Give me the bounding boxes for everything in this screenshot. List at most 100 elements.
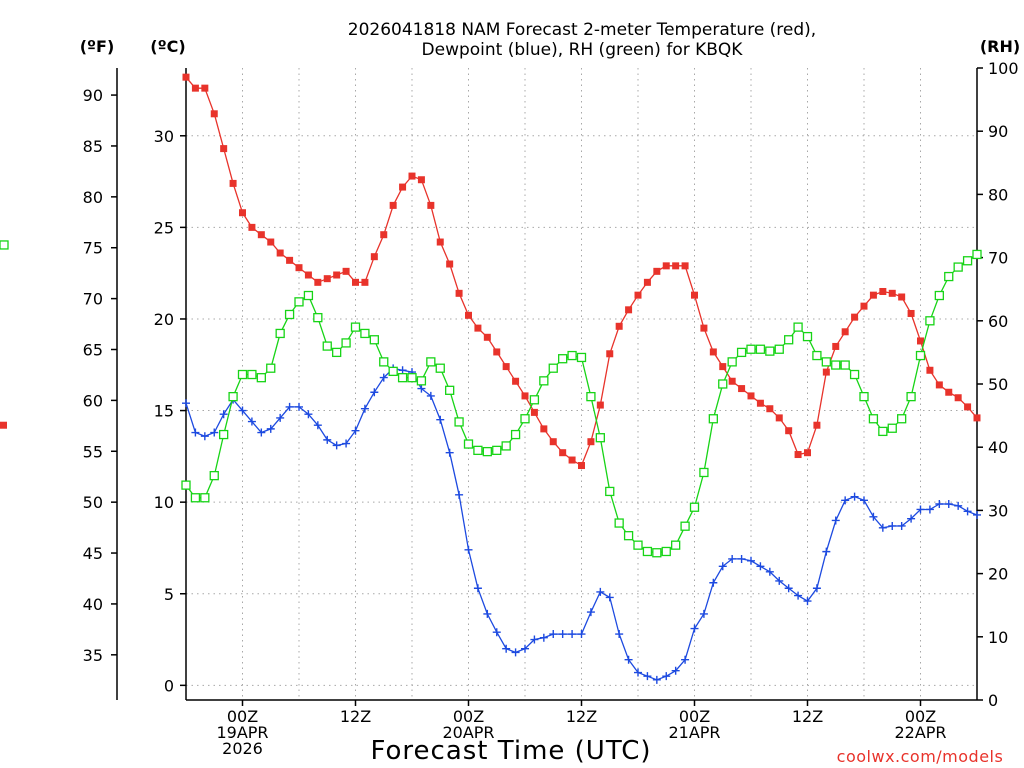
temperature-point: [220, 145, 228, 153]
fahrenheit-tick-label: 80: [83, 188, 103, 207]
dewpoint-point: [191, 428, 200, 437]
rh-point: [972, 249, 982, 260]
rh-point: [868, 414, 879, 424]
dewpoint-point: [850, 492, 859, 501]
rh-point: [200, 493, 210, 503]
rh-tick-label: 50: [988, 375, 1008, 394]
temperature-point: [229, 179, 237, 187]
rh-point: [548, 363, 558, 373]
temperature-point: [493, 348, 501, 356]
dewpoint-point: [549, 630, 558, 639]
temperature-point: [615, 322, 623, 330]
fahrenheit-tick-label: 40: [83, 595, 103, 614]
temperature-point: [625, 306, 633, 314]
dewpoint-point: [709, 578, 718, 587]
temperature-point: [973, 414, 981, 422]
dewpoint-point: [295, 402, 303, 411]
dewpoint-point: [605, 593, 614, 602]
temperature-point: [436, 238, 444, 246]
temperature-point: [869, 291, 877, 299]
celsius-unit-label: (ºC): [150, 37, 185, 56]
rh-point: [671, 540, 681, 550]
temperature-point: [766, 405, 774, 413]
temperature-point: [728, 377, 736, 385]
rh-point: [614, 518, 624, 528]
temperature-point: [342, 267, 350, 275]
dewpoint-point: [342, 439, 351, 448]
dewpoint-point: [963, 507, 972, 516]
time-tick-label: 00Z: [905, 707, 936, 726]
dewpoint-point: [313, 421, 322, 430]
celsius-tick-label: 5: [164, 585, 174, 604]
dewpoint-point: [445, 448, 454, 457]
rh-point: [652, 548, 662, 558]
rh-point: [501, 441, 511, 451]
temperature-point: [352, 278, 359, 286]
dewpoint-point: [398, 366, 407, 375]
dewpoint-point: [200, 432, 209, 441]
rh-point: [746, 344, 756, 354]
rh-point: [209, 470, 219, 481]
temperature-point: [417, 176, 425, 184]
temperature-point: [700, 324, 708, 332]
dewpoint-point: [379, 373, 388, 382]
rh-point: [755, 344, 766, 354]
temperature-point: [408, 172, 416, 180]
dewpoint-point: [304, 410, 313, 419]
dewpoint-point: [464, 545, 473, 554]
fahrenheit-tick-label: 50: [83, 493, 103, 512]
temperature-point: [257, 231, 265, 239]
temperature-point: [964, 403, 972, 411]
rh-point: [586, 391, 596, 402]
temperature-point: [888, 289, 896, 297]
dewpoint-point: [473, 584, 482, 593]
rh-point: [661, 546, 671, 557]
rh-point: [689, 502, 700, 512]
rh-point: [473, 445, 483, 456]
temperature-point: [662, 262, 670, 270]
x-axis-title: Forecast Time (UTC): [370, 736, 651, 766]
dewpoint-point: [803, 597, 812, 606]
temperature-point: [747, 392, 755, 400]
rh-tick-label: 70: [988, 249, 1008, 268]
celsius-tick-label: 10: [154, 493, 174, 512]
rh-point: [416, 376, 427, 386]
dewpoint-point: [718, 562, 727, 571]
rh-point: [642, 546, 653, 557]
celsius-tick-label: 25: [154, 218, 174, 237]
temperature-point: [248, 223, 256, 231]
dewpoint-point: [973, 510, 981, 519]
temperature-point: [851, 313, 859, 321]
dewpoint-point: [728, 554, 737, 563]
temperature-point: [596, 401, 604, 409]
fahrenheit-tick-label: 70: [83, 290, 103, 309]
temperature-point: [239, 209, 246, 217]
rh-point: [350, 322, 361, 332]
time-tick-label: 21APR: [668, 723, 720, 742]
rh-point: [962, 256, 973, 266]
dewpoint-point: [794, 591, 803, 600]
temperature-point: [756, 399, 764, 407]
rh-point: [802, 331, 813, 342]
fahrenheit-tick-label: 45: [83, 544, 103, 563]
dewpoint-point: [257, 428, 266, 437]
temperature-point: [738, 385, 746, 393]
temperature-point: [634, 291, 642, 299]
rh-point: [718, 379, 728, 389]
temperature-point: [465, 311, 472, 319]
time-tick-label: 12Z: [792, 707, 823, 726]
rh-point: [878, 426, 888, 437]
rh-point: [190, 493, 201, 503]
temperature-point: [427, 201, 435, 209]
temperature-point: [210, 110, 218, 118]
rh-point: [859, 391, 869, 402]
dewpoint-point: [869, 512, 878, 521]
rh-point: [332, 347, 342, 358]
dewpoint-point: [624, 655, 633, 664]
temperature-point: [804, 449, 811, 457]
time-tick-label: 20APR: [442, 723, 494, 742]
temperature-point: [954, 394, 962, 402]
temperature-point: [643, 278, 651, 286]
celsius-tick-label: 15: [154, 402, 174, 421]
temperature-point: [286, 256, 294, 264]
